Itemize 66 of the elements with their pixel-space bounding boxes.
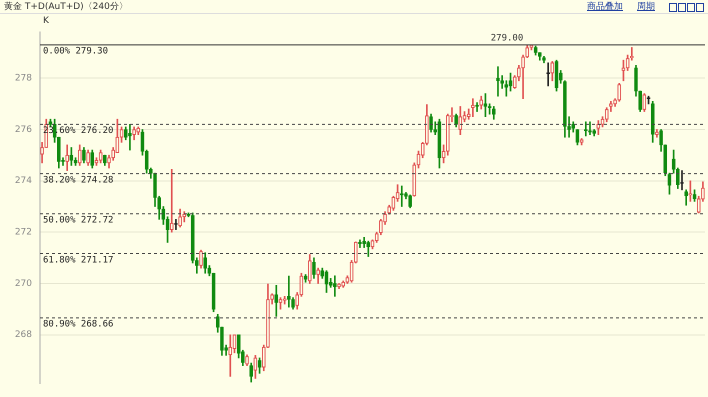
y-tick-label: 274 [14,176,32,186]
candlestick [542,56,546,64]
text: 商品叠加 [587,0,623,13]
candlestick [642,93,646,112]
candlestick [128,124,132,150]
candlestick [534,46,538,56]
candlestick [291,297,295,310]
candlestick [563,80,567,138]
candlestick [692,190,696,202]
candlestick [153,172,157,207]
ref-line-label: 38.20% 274.28 [43,176,114,186]
candlestick [479,96,484,110]
y-tick-label: 272 [14,228,32,238]
annotation: 279.00 [490,34,524,44]
chart-subtitle: K [43,16,50,26]
y-tick-label: 268 [14,330,32,340]
candlestick [324,270,328,293]
candlestick [304,274,308,283]
ref-line-label: 61.80% 271.17 [43,255,114,266]
candlestick [258,358,262,374]
candlestick [588,121,592,135]
ref-line-label: 50.00% 272.72 [43,216,114,226]
y-tick-label: 270 [14,278,32,289]
candlestick [90,150,94,168]
candlestick [278,297,282,310]
candlestick [429,114,433,132]
candlestick [492,106,496,120]
ref-line-label: 0.00% 279.30 [43,46,108,57]
candlestick [78,144,82,166]
candlestick [199,250,203,268]
candlestick [680,170,684,190]
candlestick [358,240,362,248]
candlestick [475,102,479,112]
candlestick [484,93,488,118]
candlestick [132,126,136,140]
candlestick [312,258,316,279]
candlestick [622,60,626,82]
candlestick [174,219,178,230]
text: 周期 [637,0,655,13]
candlestick [554,60,558,92]
candlestick [203,252,208,274]
candlestick [496,66,500,96]
candlestick [316,268,320,284]
chart-title: 黄金 T+D(AuT+D)〈240分〉 [4,0,128,13]
candlestick [245,354,249,366]
candlestick [254,355,258,379]
candlestick [333,275,337,297]
y-tick-label: 276 [14,124,32,135]
candlestick [668,172,672,195]
candlestick [576,129,580,146]
candlestick [287,276,291,308]
candlestick [82,147,86,164]
candlestick [74,157,78,166]
candlestick [195,258,199,274]
ref-line-label: 80.90% 268.66 [43,320,114,330]
candlestick [274,284,278,317]
y-tick-label: 278 [14,74,32,84]
candlestick [646,96,650,104]
candlestick [508,72,512,92]
candlestick [408,194,412,208]
candlestick [308,254,312,284]
candlestick [366,240,370,257]
candlestick [282,296,286,304]
candlestick [337,283,341,289]
candlestick [550,61,554,82]
candlestick [232,334,236,354]
